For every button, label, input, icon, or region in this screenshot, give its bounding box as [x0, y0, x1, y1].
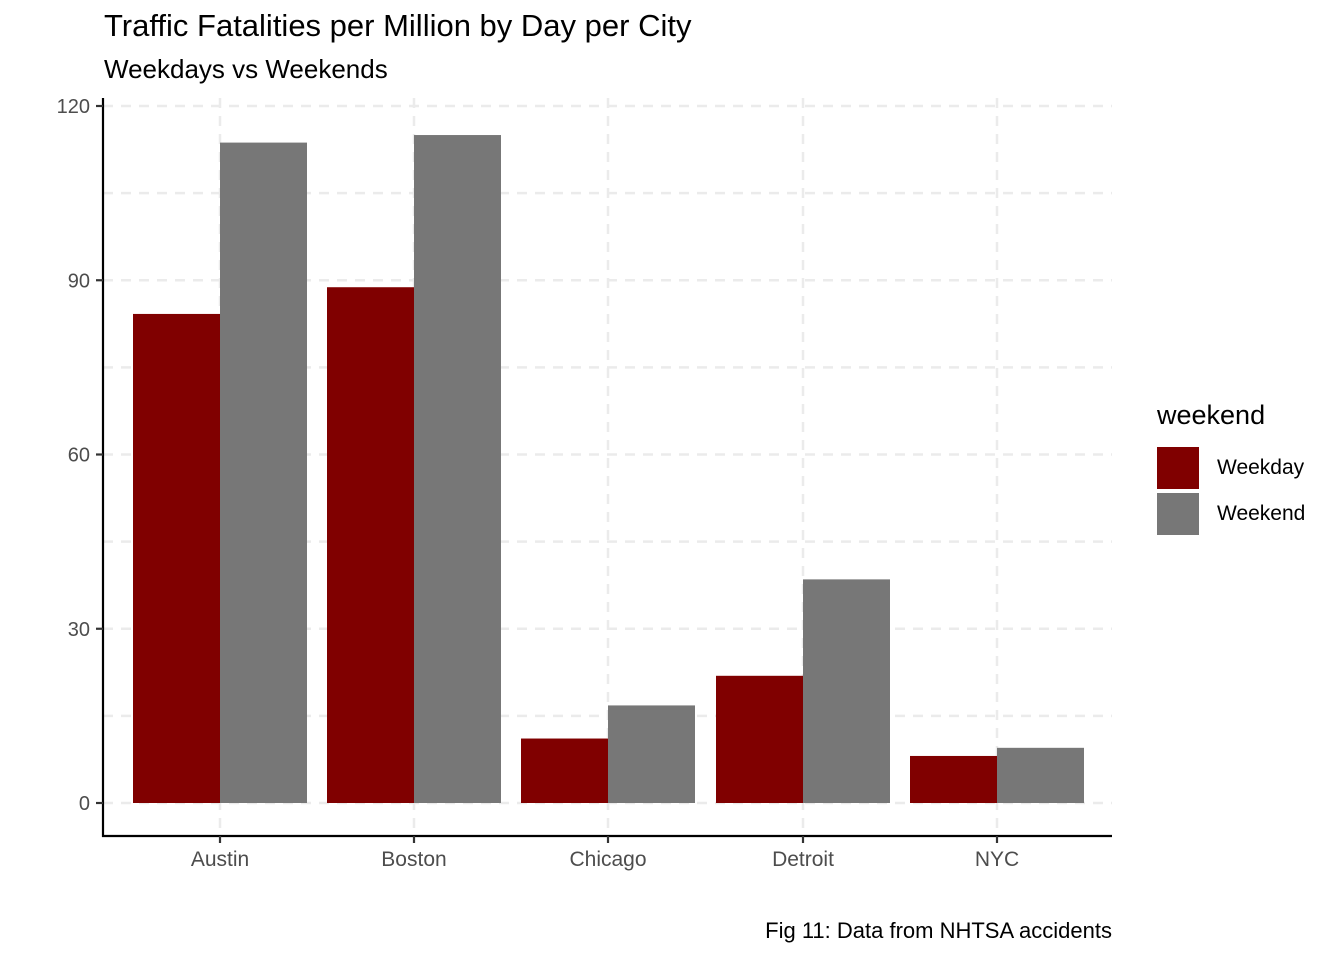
x-tick-label-chicago: Chicago — [569, 848, 646, 871]
y-tick-label: 60 — [68, 445, 90, 467]
legend-label-weekday: Weekday — [1217, 456, 1305, 479]
legend-item-weekend: Weekend — [1157, 491, 1305, 537]
x-tick-label-austin: Austin — [191, 848, 249, 871]
bar-weekend-boston — [414, 135, 501, 803]
legend: weekend Weekday Weekend — [1157, 400, 1305, 537]
bar-weekday-detroit — [716, 675, 803, 803]
x-tick-label-nyc: NYC — [975, 848, 1019, 871]
legend-label-weekend: Weekend — [1217, 502, 1306, 525]
bar-weekday-chicago — [521, 738, 608, 803]
bar-weekday-boston — [327, 287, 414, 804]
y-tick-label: 0 — [79, 793, 90, 815]
bar-weekday-nyc — [910, 755, 997, 803]
bar-weekend-chicago — [608, 705, 695, 803]
bar-weekend-detroit — [803, 579, 890, 803]
y-tick-label: 90 — [68, 270, 90, 292]
x-tick-label-detroit: Detroit — [772, 848, 834, 871]
bars — [133, 135, 1084, 804]
legend-key-weekday — [1157, 447, 1199, 489]
legend-item-weekday: Weekday — [1157, 445, 1305, 491]
chart-title: Traffic Fatalities per Million by Day pe… — [104, 8, 692, 43]
x-tick-label-boston: Boston — [381, 848, 446, 871]
chart-subtitle: Weekdays vs Weekends — [104, 54, 388, 84]
legend-title: weekend — [1157, 400, 1266, 430]
y-tick-label: 30 — [68, 619, 90, 641]
legend-key-weekend — [1157, 493, 1199, 535]
axes: 0 30 60 90 120 Austin Boston Chicago Detroit NYC — [57, 96, 1112, 871]
bar-weekend-nyc — [997, 747, 1084, 803]
y-tick-label: 120 — [57, 96, 90, 118]
chart-caption: Fig 11: Data from NHTSA accidents — [765, 918, 1112, 943]
bar-weekday-austin — [133, 313, 220, 803]
bar-weekend-austin — [220, 142, 307, 803]
